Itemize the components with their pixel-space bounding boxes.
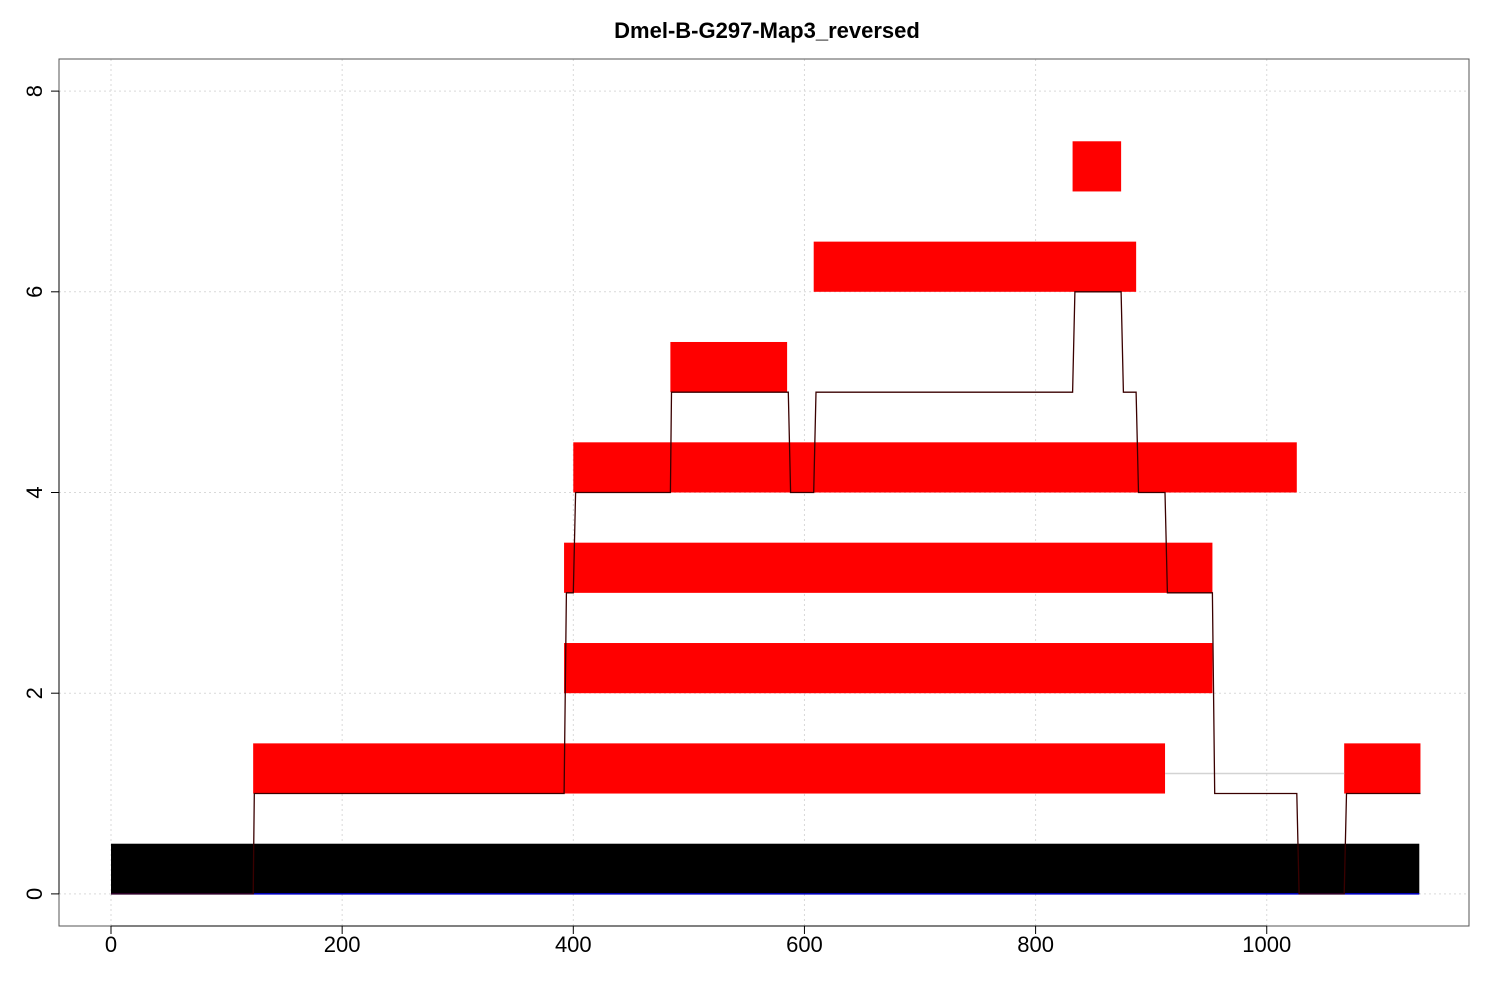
segments [111, 141, 1421, 895]
x-tick-label: 200 [324, 932, 361, 957]
x-tick-label: 400 [555, 932, 592, 957]
y-tick-label: 0 [22, 888, 47, 900]
x-tick-label: 0 [105, 932, 117, 957]
segment-bar [253, 743, 1166, 794]
y-tick-label: 4 [22, 486, 47, 498]
segment-bar [573, 442, 1297, 493]
segment-bar [813, 241, 1137, 292]
x-tick-label: 800 [1017, 932, 1054, 957]
segment-bar [1072, 141, 1122, 192]
segment-bar [564, 542, 1213, 593]
coverage-lines [111, 291, 1421, 895]
reference-bar [111, 843, 1420, 894]
coverage-line [111, 291, 1421, 895]
x-tick-label: 600 [786, 932, 823, 957]
chart-title: Dmel-B-G297-Map3_reversed [614, 18, 920, 43]
segment-bar [670, 341, 788, 393]
x-axis: 0 200 400 600 800 1000 [105, 925, 1291, 957]
x-tick-label: 1000 [1242, 932, 1291, 957]
segment-bar [564, 643, 1213, 694]
y-tick-label: 6 [22, 286, 47, 298]
segment-bar [1344, 743, 1421, 794]
y-axis: 0 2 4 6 8 [22, 85, 60, 900]
y-tick-label: 8 [22, 85, 47, 97]
y-tick-label: 2 [22, 687, 47, 699]
